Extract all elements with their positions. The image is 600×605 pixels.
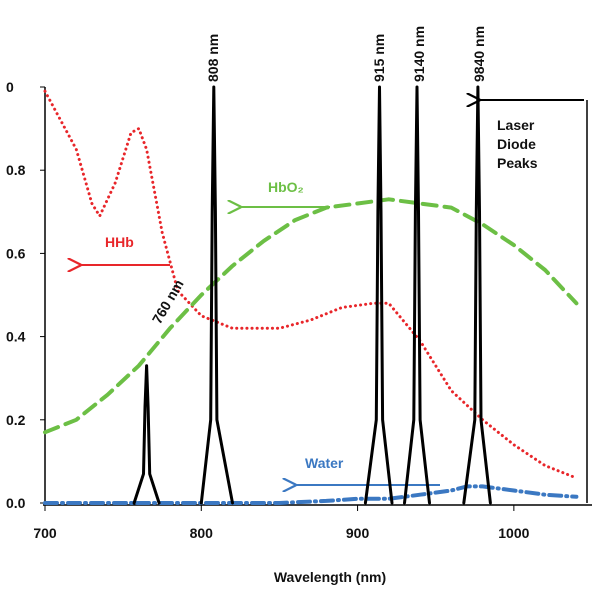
y-tick-label: 0.4 — [6, 329, 26, 345]
series-line — [43, 197, 579, 435]
peak-label: 9840 nm — [471, 26, 487, 82]
peak-label: 808 nm — [205, 34, 221, 82]
series-label-line: Laser — [497, 117, 535, 133]
peak-label: 915 nm — [371, 34, 387, 82]
series-label-line: Peaks — [497, 155, 538, 171]
y-tick-label: 0.8 — [6, 162, 26, 178]
series-line — [43, 89, 578, 480]
x-tick-label: 900 — [346, 525, 370, 541]
series-line — [132, 85, 492, 505]
series-label: HbO₂ — [268, 179, 304, 195]
series-label-line: Diode — [497, 136, 536, 152]
series-label: HHb — [105, 234, 134, 250]
peak-label: 9140 nm — [411, 26, 427, 82]
series-label: Water — [305, 455, 344, 471]
x-tick-label: 1000 — [498, 525, 529, 541]
series-line — [43, 484, 579, 505]
y-tick-label: 0 — [6, 79, 14, 95]
x-tick-label: 700 — [33, 525, 57, 541]
series-label: Laser Diode Peaks — [497, 117, 538, 171]
y-tick-label: 0.2 — [6, 412, 26, 428]
x-axis-label: Wavelength (nm) — [274, 569, 386, 585]
y-tick-label: 0.6 — [6, 245, 26, 261]
x-tick-label: 800 — [190, 525, 214, 541]
y-tick-label: 0.0 — [6, 495, 26, 511]
